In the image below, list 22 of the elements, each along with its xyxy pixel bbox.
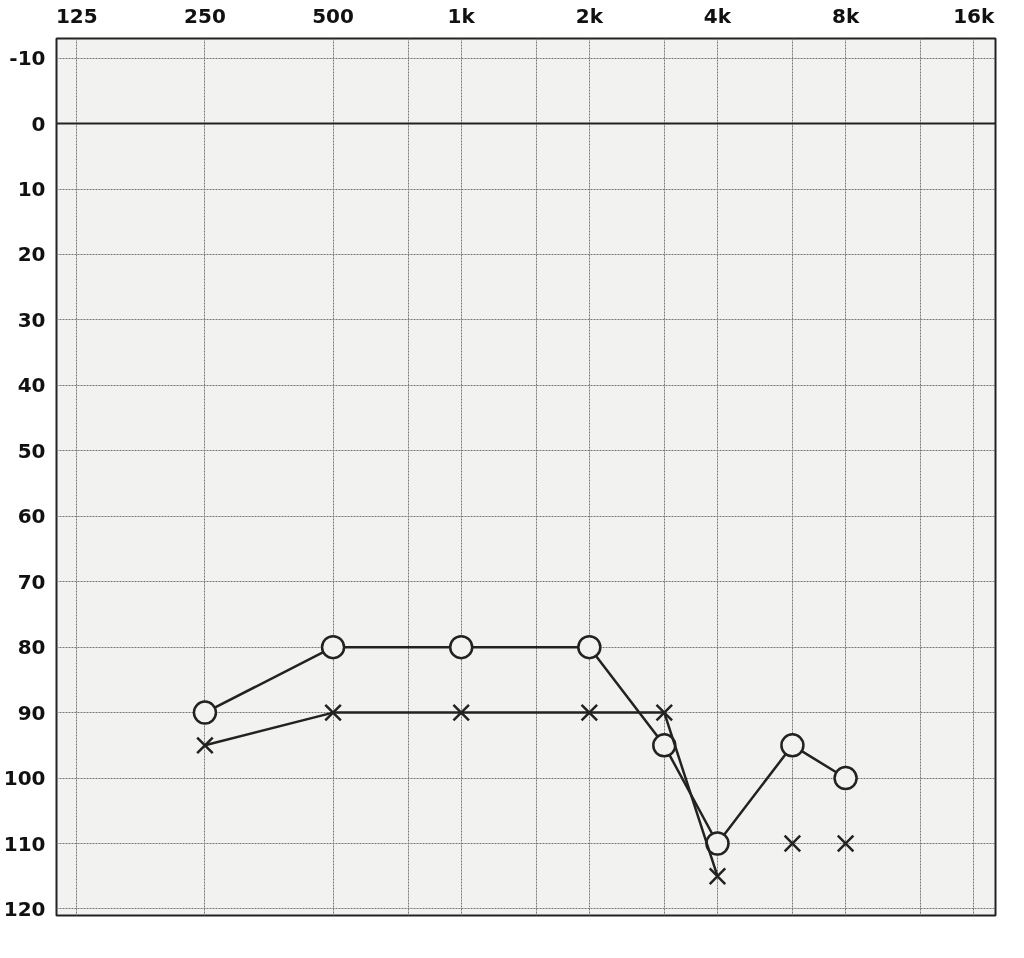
x-tick-label: 250 [184, 3, 226, 28]
y-tick-label: 90 [17, 700, 46, 725]
x-tick-label: 500 [312, 3, 354, 28]
y-tick-label: 60 [17, 504, 46, 529]
y-tick-label: 80 [17, 635, 46, 660]
x-tick-label: 8k [831, 3, 860, 28]
x-tick-label: 1k [447, 3, 476, 28]
y-tick-label: 110 [3, 831, 46, 856]
y-tick-label: 0 [31, 111, 46, 136]
y-tick-label: 120 [3, 896, 46, 921]
x-tick-label: 16k [953, 3, 995, 28]
y-tick-label: 40 [17, 373, 46, 398]
y-tick-label: -10 [9, 46, 46, 71]
y-tick-label: 50 [17, 438, 46, 463]
x-tick-label: 125 [55, 3, 98, 28]
y-tick-label: 70 [17, 569, 46, 594]
y-tick-label: 20 [17, 242, 46, 267]
x-tick-label: 2k [575, 3, 604, 28]
y-tick-label: 100 [3, 766, 46, 791]
y-tick-label: 30 [17, 307, 46, 332]
x-tick-label: 4k [703, 3, 732, 28]
y-tick-label: 10 [17, 177, 46, 202]
